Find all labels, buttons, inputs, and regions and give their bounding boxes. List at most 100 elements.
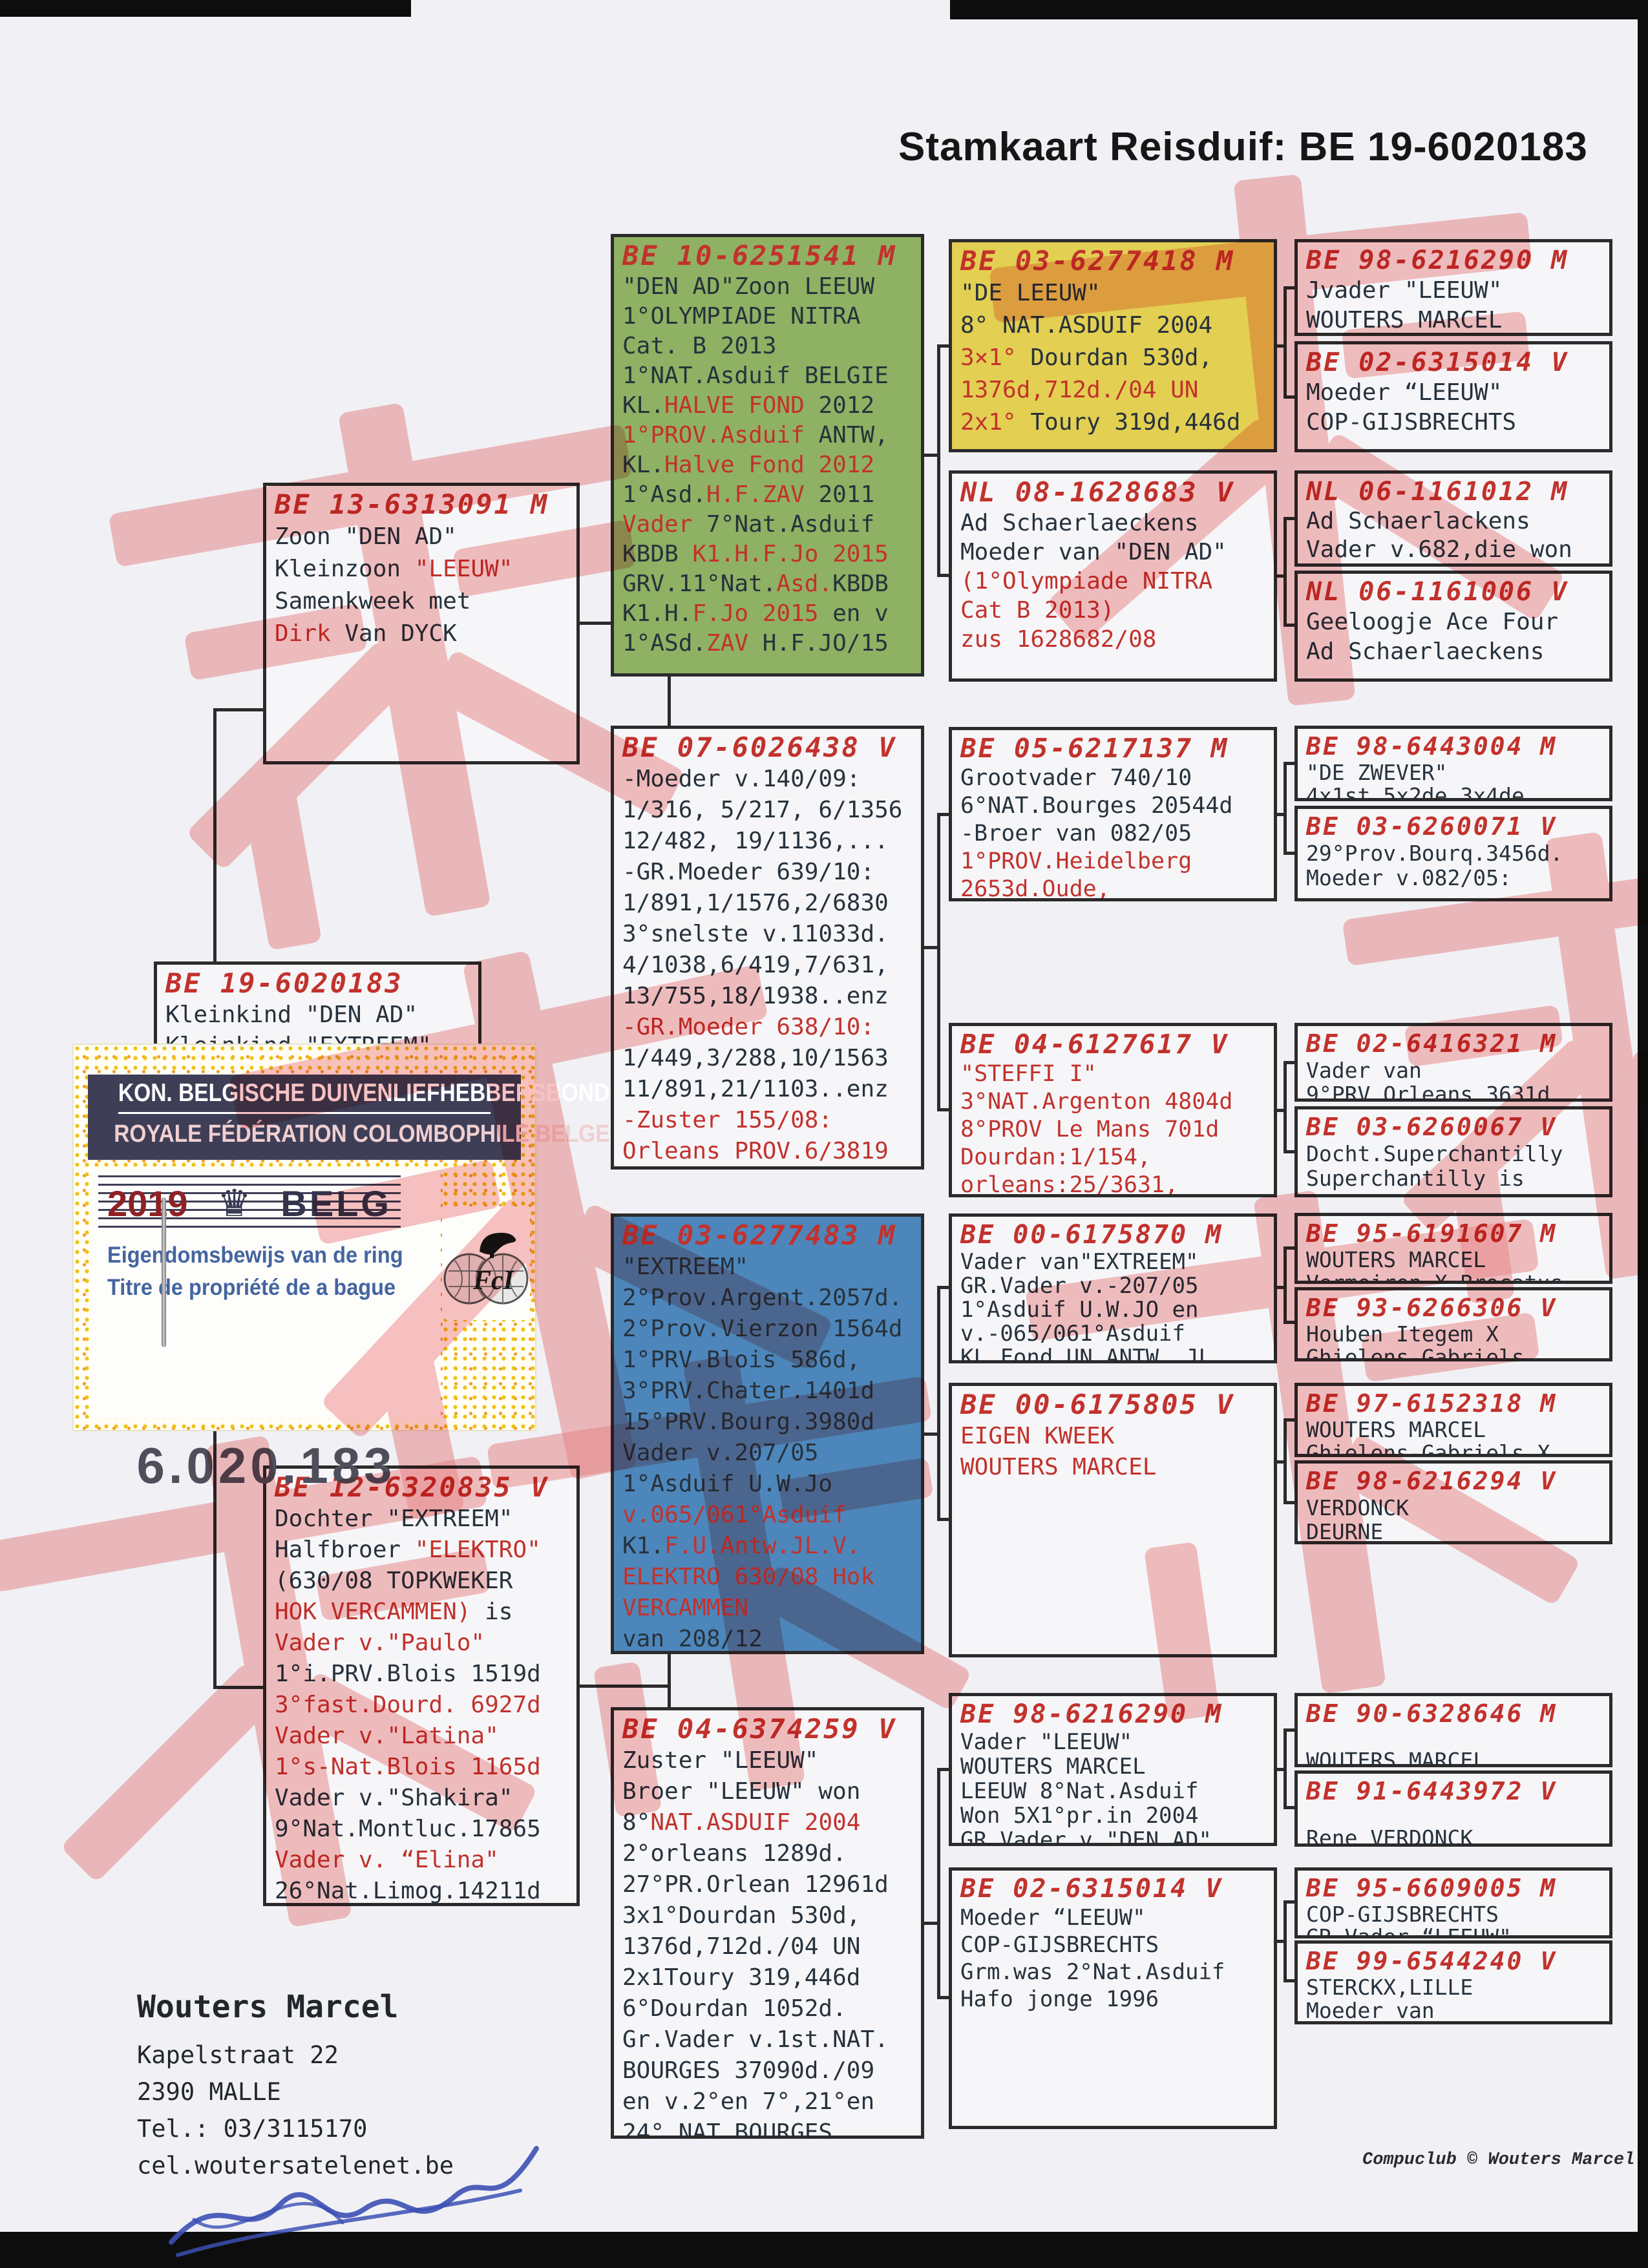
compuclub-credit: Compuclub © Wouters Marcel xyxy=(1362,2150,1635,2170)
pedigree-box-BE90-6328646: BE 90-6328646 M WOUTERS MARCEL xyxy=(1294,1693,1612,1767)
pedigree-box-NL06-1161012: NL 06-1161012 M Ad Schaerlackens Vader v.6… xyxy=(1294,470,1612,567)
pedigree-line: Samenkweek met xyxy=(275,588,471,614)
pedigree-line: "DEN AD"Zoon LEEUW xyxy=(622,273,875,300)
pedigree-line: 1°OLYMPIADE NITRA xyxy=(622,303,861,330)
owner-city: 2390 MALLE xyxy=(137,2078,281,2106)
ring-number: BE 00-6175870 M xyxy=(960,1220,1223,1250)
signature xyxy=(169,2146,539,2257)
pedigree-box-BE98-6443004: BE 98-6443004 M "DE ZWEVER" 4x1st,5x2de,3x… xyxy=(1294,726,1612,801)
connector-line xyxy=(1277,1768,1286,1771)
pedigree-box-BE03-6260067: BE 03-6260067 V Docht.Superchantilly Super… xyxy=(1294,1106,1612,1197)
pedigree-line: Broer "LEEUW" won xyxy=(622,1778,861,1805)
pedigree-line: 1/449,3/288,10/1563 xyxy=(622,1045,889,1071)
pedigree-line: 13/755,18/1938..enz xyxy=(622,983,889,1009)
pedigree-line: Dourdan:1/154, xyxy=(960,1144,1152,1170)
pedigree-box-BE03-6277418: BE 03-6277418 M "DE LEEUW" 8° NAT.ASDUIF 2… xyxy=(949,239,1277,452)
pedigree-line: EIGEN KWEEK xyxy=(960,1423,1115,1449)
pedigree-line: WOUTERS MARCEL xyxy=(1306,307,1503,333)
scanner-edge-bottom xyxy=(0,2232,1648,2268)
ring-number: BE 04-6127617 V xyxy=(960,1029,1229,1060)
connector-line xyxy=(937,1286,949,1289)
ring-number: BE 03-6277483 M xyxy=(622,1219,897,1251)
pedigree-line: GR.Vader v.-207/05 xyxy=(960,1273,1199,1299)
pedigree-line: Ad Schaerlackens xyxy=(1306,508,1530,534)
ring-number: BE 98-6216290 M xyxy=(1306,246,1569,275)
pedigree-box-BE91-6443972: BE 91-6443972 V Rene VERDONCK xyxy=(1294,1770,1612,1847)
ring-pin xyxy=(162,1197,166,1347)
stamp-panel: 2019 ♛ BELG Eigendomsbewijs van de ring … xyxy=(92,1170,441,1494)
pedigree-line: 2x1° Toury 319d,446d xyxy=(960,409,1241,436)
ring-number: BE 91-6443972 V xyxy=(1306,1777,1558,1805)
pedigree-line: 15°PRV.Bourg.3980d xyxy=(622,1409,875,1435)
pedigree-line: VERCAMMEN xyxy=(622,1595,749,1621)
pedigree-line: Cat B 2013) xyxy=(960,597,1115,624)
pedigree-box-BE02-6416321: BE 02-6416321 M Vader van 9°PRV.Orleans 36… xyxy=(1294,1023,1612,1102)
ring-number: BE 02-6315014 V xyxy=(960,1874,1223,1904)
pedigree-line: Cat. B 2013 xyxy=(622,333,777,359)
connector-line xyxy=(937,1518,949,1521)
pedigree-line: 3x1°Dourdan 530d, xyxy=(622,1902,861,1929)
connector-line xyxy=(937,813,949,816)
pedigree-line: 1°PRV.Blois 586d, xyxy=(622,1347,861,1373)
pedigree-box-sire-BE13-6313091: BE 13-6313091 M Zoon "DEN AD" Kleinzoon "L… xyxy=(263,483,580,764)
ring-number: BE 90-6328646 M xyxy=(1306,1699,1558,1728)
pedigree-line: van 208/12 xyxy=(622,1626,763,1652)
connector-line xyxy=(1284,852,1294,855)
pedigree-box-BE05-6217137: BE 05-6217137 M Grootvader 740/10 6°NAT.Bo… xyxy=(949,727,1277,901)
pedigree-line: Rene VERDONCK xyxy=(1306,1825,1474,1847)
pedigree-line: WOUTERS MARCEL xyxy=(1306,1748,1486,1767)
pedigree-box-BE95-6191607: BE 95-6191607 M WOUTERS MARCEL Vermeiren X… xyxy=(1294,1213,1612,1284)
pedigree-line: 24° NAT.BOURGES xyxy=(622,2119,833,2139)
ring-number: NL 08-1628683 V xyxy=(960,476,1235,508)
pedigree-line: 3×1° Dourdan 530d, xyxy=(960,344,1213,371)
pedigree-line: KL.Fond UN.ANTW. JL xyxy=(960,1345,1212,1363)
pedigree-line: (1°Olympiade NITRA xyxy=(960,568,1213,594)
connector-line xyxy=(1284,1321,1294,1324)
pedigree-line: WOUTERS MARCEL xyxy=(960,1454,1157,1480)
pedigree-line: Vader v."Shakira" xyxy=(275,1785,513,1811)
stamp-ring-number: 6.020.183 xyxy=(136,1437,396,1494)
watermark-glyph xyxy=(955,115,1630,790)
pedigree-box-BE07-6026438: BE 07-6026438 V -Moeder v.140/09: 1/316, 5… xyxy=(611,726,924,1170)
pedigree-line: Vader van xyxy=(1306,1058,1422,1083)
pedigree-line: "EXTREEM" xyxy=(622,1254,749,1280)
pedigree-line: Moeder van xyxy=(1306,1998,1435,2023)
connector-line xyxy=(1277,1109,1286,1112)
pedigree-box-BE98-6216294: BE 98-6216294 V VERDONCK DEURNE xyxy=(1294,1460,1612,1544)
pedigree-line: 4/1038,6/419,7/631, xyxy=(622,952,889,978)
connector-line xyxy=(937,574,949,577)
connector-line xyxy=(213,1686,265,1689)
pedigree-line: 1376d,712d./04 UN xyxy=(960,377,1199,403)
ownership-text-fr: Titre de propriété de a bague xyxy=(107,1275,396,1300)
ring-number: BE 99-6544240 V xyxy=(1306,1947,1558,1975)
pedigree-line: 8° NAT.ASDUIF 2004 xyxy=(960,312,1213,339)
pedigree-line: v.065/061°Asduif xyxy=(622,1502,847,1528)
pedigree-line: Dochter "EXTREEM" xyxy=(275,1506,513,1532)
pedigree-line: 2°Prov.Argent.2057d. xyxy=(622,1285,903,1311)
connector-line xyxy=(924,1433,940,1436)
connector-line xyxy=(1284,1979,1294,1982)
pedigree-line: (630/08 TOPKWEKER xyxy=(275,1568,513,1594)
ring-number: BE 04-6374259 V xyxy=(622,1713,897,1745)
ring-number: NL 06-1161012 M xyxy=(1306,477,1569,507)
pedigree-box-BE02-6315014: BE 02-6315014 V Moeder “LEEUW" COP-GIJSBRE… xyxy=(1294,341,1612,452)
pedigree-line: K1.F.U.Antw.JL.V. xyxy=(622,1533,861,1559)
connector-line xyxy=(1284,1246,1287,1324)
ring-number: BE 19-6020183 xyxy=(165,967,403,999)
connector-line xyxy=(1277,1940,1286,1943)
connector-line xyxy=(1284,762,1294,765)
pedigree-box-BE98-6216290-g3: BE 98-6216290 M Vader "LEEUW" WOUTERS MARC… xyxy=(949,1693,1277,1846)
pedigree-box-BE03-6260071: BE 03-6260071 V 29°Prov.Bourq.3456d. Moede… xyxy=(1294,806,1612,901)
kbdb-ownership-stamp: KON. BELGISCHE DUIVENLIEFHEBBERSBOND ROY… xyxy=(72,1044,610,1494)
pedigree-line: orleans:25/3631, xyxy=(960,1172,1179,1197)
pedigree-line: WOUTERS MARCEL xyxy=(1306,1247,1486,1272)
connector-line xyxy=(668,1434,671,1925)
connector-line xyxy=(1277,813,1286,816)
pedigree-line: 26°Nat.Limog.14211d xyxy=(275,1878,541,1904)
ring-number: BE 03-6277418 M xyxy=(960,245,1235,277)
pedigree-line: Won 5X1°pr.in 2004 xyxy=(960,1803,1199,1829)
pedigree-line: Vader v."Latina" xyxy=(275,1723,499,1749)
pedigree-line: 4x1st,5x2de,3x4de xyxy=(1306,783,1525,801)
pedigree-box-BE04-6374259: BE 04-6374259 V Zuster "LEEUW" Broer "LEEU… xyxy=(611,1707,924,2139)
pedigree-line: GR.Vader v."DEN AD" xyxy=(960,1827,1212,1846)
